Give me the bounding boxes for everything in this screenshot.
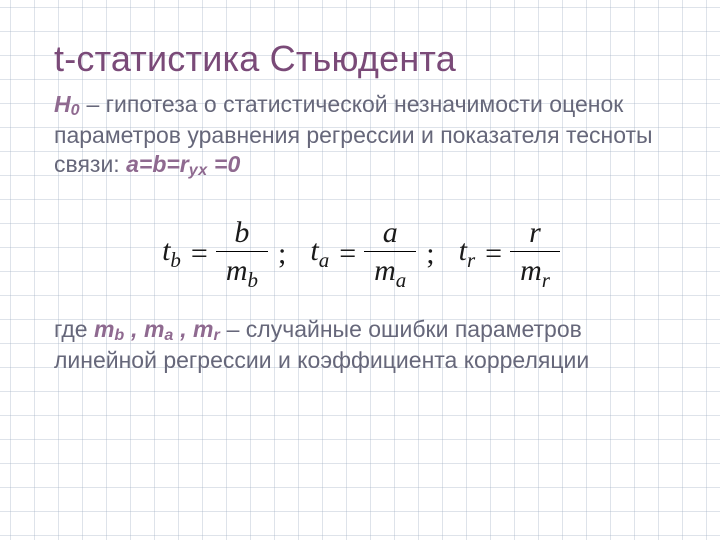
formula-row: tb = b mb ; ta = a ma ; tr = r mr <box>54 217 666 292</box>
comma-1: , <box>125 316 144 342</box>
hypothesis-equation: a=b=ryx =0 <box>126 151 240 177</box>
equals-3: = <box>481 237 506 271</box>
sep-1: ; <box>272 237 304 271</box>
tr-lhs: tr <box>457 234 478 273</box>
mb-symbol: mb <box>94 316 125 342</box>
ma-symbol: ma <box>144 316 174 342</box>
slide-content: t-статистика Стьюдента H0 – гипотеза о с… <box>0 0 720 540</box>
where-lead: где <box>54 316 94 342</box>
tb-fraction: b mb <box>216 217 268 292</box>
sep-2: ; <box>420 237 452 271</box>
ta-lhs: ta <box>308 234 331 273</box>
equals-1: = <box>187 237 212 271</box>
comma-2: , <box>174 316 193 342</box>
where-paragraph: где mb , ma , mr – случайные ошибки пара… <box>54 315 666 375</box>
hypothesis-paragraph: H0 – гипотеза о статистической незначимо… <box>54 90 666 181</box>
ta-fraction: a ma <box>364 217 416 292</box>
tb-lhs: tb <box>160 234 183 273</box>
h0-symbol: H0 <box>54 91 80 117</box>
equals-2: = <box>335 237 360 271</box>
tr-fraction: r mr <box>510 217 560 292</box>
page-title: t-статистика Стьюдента <box>54 38 666 80</box>
mr-symbol: mr <box>193 316 220 342</box>
